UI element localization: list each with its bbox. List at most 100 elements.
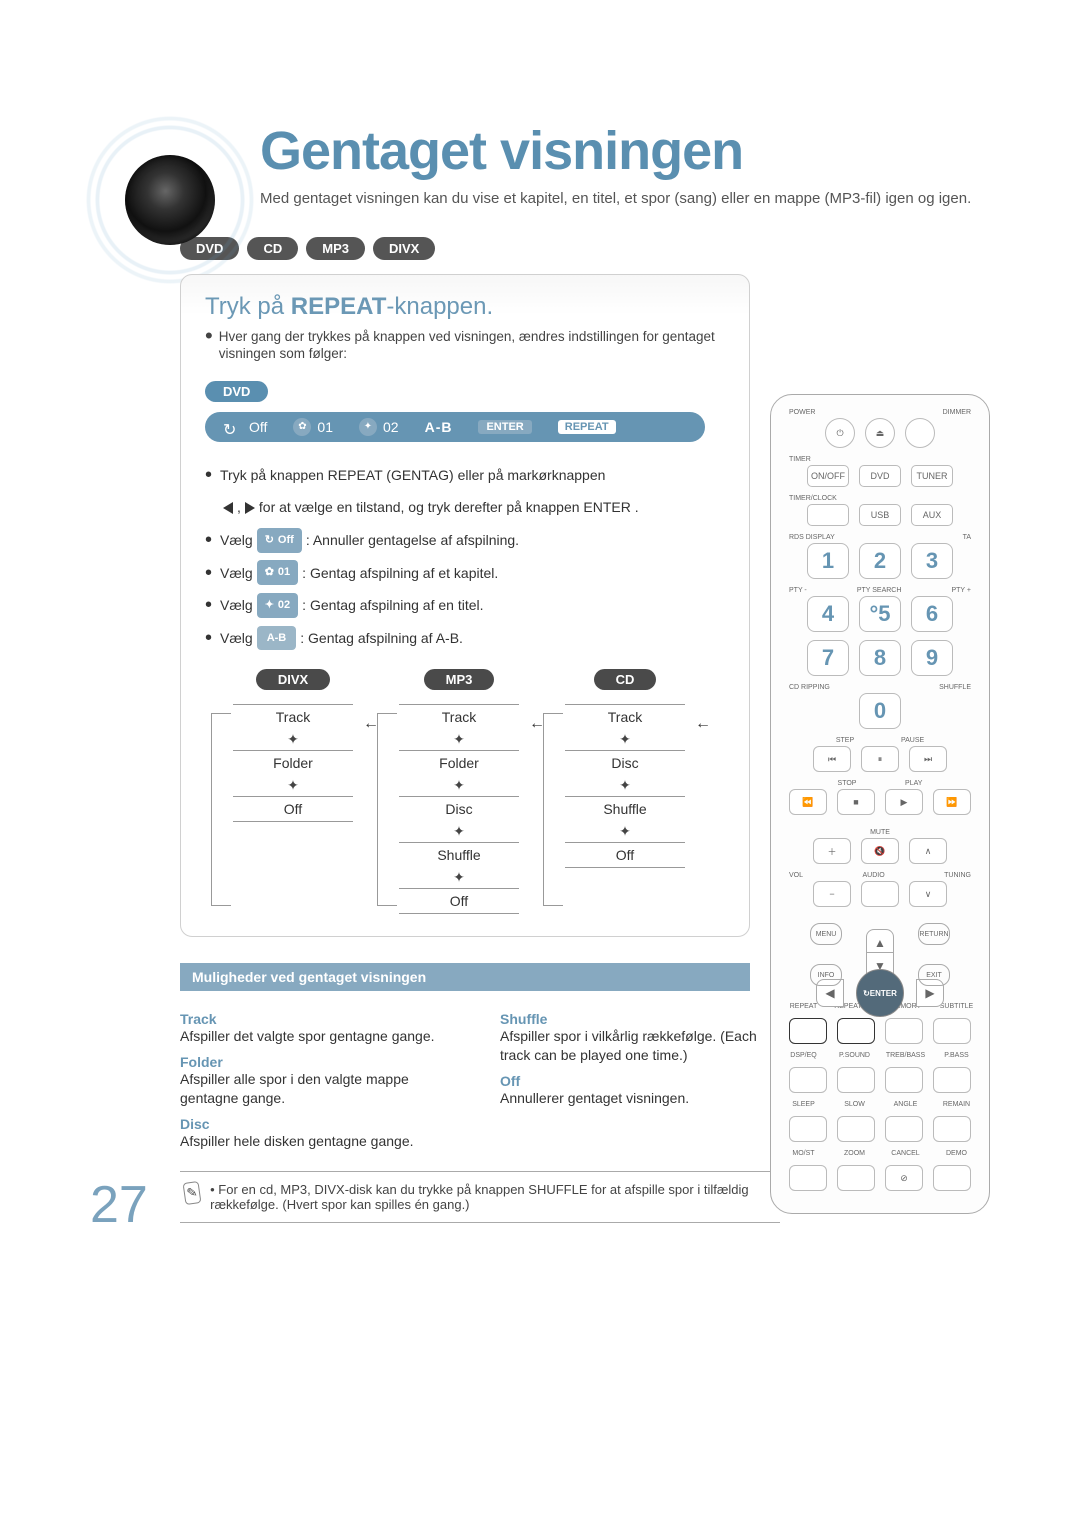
card-sub-text: Hver gang der trykkes på knappen ved vis… (219, 329, 725, 363)
trebbass-button[interactable] (885, 1067, 923, 1093)
repeat-button[interactable] (789, 1018, 827, 1044)
eject-button[interactable]: ⏏ (865, 418, 895, 448)
tuning-up-button[interactable]: ∧ (909, 838, 947, 864)
rewind-button[interactable]: ⏪ (789, 789, 827, 815)
play-button[interactable]: ▶ (885, 789, 923, 815)
opt-desc: Afspiller det valgte spor gentagne gange… (180, 1027, 460, 1046)
instr-1a: Tryk på knappen REPEAT (GENTAG) eller på… (220, 462, 605, 489)
instruction-list: • Tryk på knappen REPEAT (GENTAG) eller … (205, 462, 725, 652)
dspeq-button[interactable] (789, 1067, 827, 1093)
audio-label: AUDIO (863, 872, 885, 879)
angle-button[interactable] (885, 1116, 923, 1142)
instr-1b: for at vælge en tilstand, og tryk dereft… (259, 494, 639, 521)
digit-5[interactable]: °5 (859, 596, 901, 632)
lbl: REMAIN (936, 1101, 977, 1108)
lbl: DSP/EQ (783, 1052, 824, 1059)
tuning-down-button[interactable]: ∨ (909, 881, 947, 907)
cd-ripping-label: CD RIPPING (789, 684, 830, 691)
page-number: 27 (90, 1175, 148, 1235)
instr-2: • Vælg ↻ Off : Annuller gentagelse af af… (205, 527, 725, 554)
opt-term: Disc (180, 1116, 460, 1132)
digit-4[interactable]: 4 (807, 596, 849, 632)
clock-button[interactable] (807, 504, 849, 526)
lbl: SLEEP (783, 1101, 824, 1108)
subtitle-button[interactable] (933, 1018, 971, 1044)
aux-button[interactable]: AUX (911, 504, 953, 526)
power-button[interactable]: ⏻ (825, 418, 855, 448)
pill-divx: DIVX (373, 237, 435, 260)
dvd-chip: DVD (205, 381, 268, 402)
opt-desc: Afspiller hele disken gentagne gange. (180, 1132, 460, 1151)
audio-button[interactable] (861, 881, 899, 907)
instr-5: • Vælg A-B : Gentag afspilning af A-B. (205, 625, 725, 652)
card-subtitle: • Hver gang der trykkes på knappen ved v… (205, 329, 725, 363)
menu-button[interactable]: MENU (810, 923, 842, 945)
stop-button[interactable]: ■ (837, 789, 875, 815)
card-title-prefix: Tryk på (205, 293, 291, 320)
digit-3[interactable]: 3 (911, 543, 953, 579)
digit-7[interactable]: 7 (807, 640, 849, 676)
next-button[interactable]: ⏭ (909, 746, 947, 772)
instr-1: • Tryk på knappen REPEAT (GENTAG) eller … (205, 462, 725, 489)
note-box: ✎ • For en cd, MP3, DIVX-disk kan du try… (180, 1171, 780, 1223)
info-button[interactable]: INFO (810, 964, 842, 986)
format-pills: DVD CD MP3 DIVX (180, 237, 990, 260)
sleep-button[interactable] (789, 1116, 827, 1142)
usb-button[interactable]: USB (859, 504, 901, 526)
remote-control: POWERDIMMER ⏻ ⏏ TIMER ON/OFF DVD TUNER T… (770, 394, 990, 1214)
note-text: • For en cd, MP3, DIVX-disk kan du trykk… (210, 1182, 776, 1212)
card-title-suffix: -knappen. (386, 293, 493, 320)
mute-label: MUTE (870, 829, 890, 836)
forward-button[interactable]: ⏩ (933, 789, 971, 815)
digit-9[interactable]: 9 (911, 640, 953, 676)
play-label: PLAY (905, 780, 922, 787)
dvd-mode-button[interactable]: DVD (859, 465, 901, 487)
flow-section: DIVX ← Track ✦ Folder ✦ Off MP3 ← Track … (205, 669, 725, 914)
flow-box: Track (399, 704, 519, 729)
zoom-button[interactable] (837, 1165, 875, 1191)
digit-6[interactable]: 6 (911, 596, 953, 632)
exit-button[interactable]: EXIT (918, 964, 950, 986)
instr-3: • Vælg ✿ 01 : Gentag afspilning af et ka… (205, 560, 725, 587)
cancel-button[interactable]: ⊘ (885, 1165, 923, 1191)
enter-button[interactable]: ↻ENTER (856, 969, 904, 1017)
rds-label: RDS DISPLAY (789, 534, 835, 541)
digit-1[interactable]: 1 (807, 543, 849, 579)
psound-button[interactable] (837, 1067, 875, 1093)
flow-box: Disc (565, 750, 685, 775)
remain-button[interactable] (933, 1116, 971, 1142)
page-title: Gentaget visningen (260, 120, 990, 182)
vol-up-button[interactable]: ＋ (813, 838, 851, 864)
stop-label: STOP (838, 780, 857, 787)
most-button[interactable] (789, 1165, 827, 1191)
memory-button[interactable] (885, 1018, 923, 1044)
repeat-ab-button[interactable] (837, 1018, 875, 1044)
dimmer-button[interactable] (905, 418, 935, 448)
mute-button[interactable]: 🔇 (861, 838, 899, 864)
return-button[interactable]: RETURN (918, 923, 950, 945)
nav-pad: MENU RETURN ▲ ▼ ◀ ▶ ↻ENTER INFO EXIT (810, 923, 950, 986)
flow-box: Off (233, 796, 353, 822)
slow-button[interactable] (837, 1116, 875, 1142)
flow-divx-header: DIVX (256, 669, 330, 690)
right-arrow-icon (245, 502, 255, 514)
tuner-mode-button[interactable]: TUNER (911, 465, 953, 487)
cb-enter: ENTER (478, 420, 531, 434)
pbass-button[interactable] (933, 1067, 971, 1093)
chip-02: ✦ 02 (257, 593, 298, 618)
opt-desc: Afspiller alle spor i den valgte mappe g… (180, 1070, 460, 1108)
instr-4: • Vælg ✦ 02 : Gentag afspilning af en ti… (205, 592, 725, 619)
digit-8[interactable]: 8 (859, 640, 901, 676)
pty-search-label: PTY SEARCH (857, 587, 902, 594)
digit-0[interactable]: 0 (859, 693, 901, 729)
pause-button[interactable]: ⏸ (861, 746, 899, 772)
pill-mp3: MP3 (306, 237, 365, 260)
lbl: CANCEL (885, 1150, 926, 1157)
prev-button[interactable]: ⏮ (813, 746, 851, 772)
vol-down-button[interactable]: − (813, 881, 851, 907)
timer-label: TIMER (789, 456, 811, 463)
digit-2[interactable]: 2 (859, 543, 901, 579)
cb-repeat: REPEAT (558, 420, 616, 434)
timer-onoff-button[interactable]: ON/OFF (807, 465, 849, 487)
demo-button[interactable] (933, 1165, 971, 1191)
